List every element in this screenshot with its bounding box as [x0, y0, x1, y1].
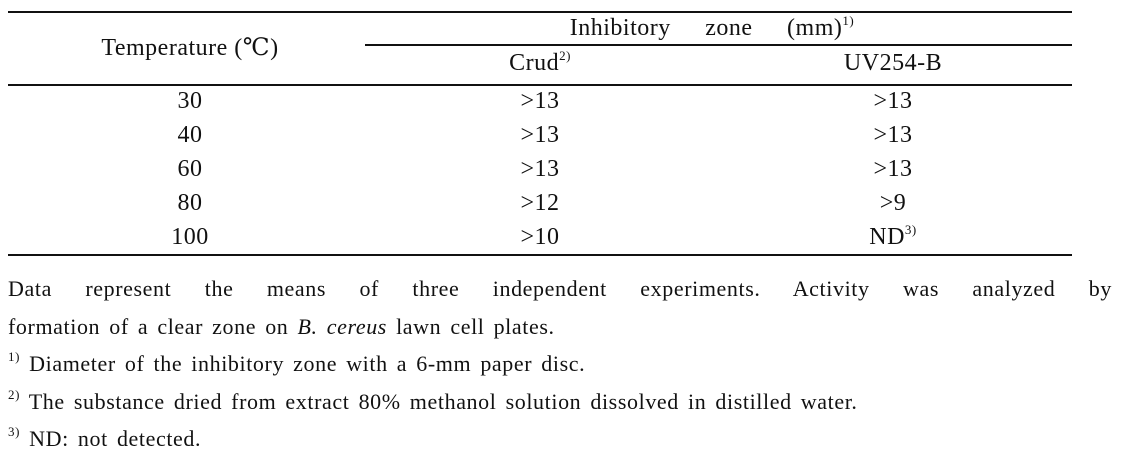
footnote-text: The substance dried from extract 80% met… — [28, 389, 858, 414]
group-rule — [365, 44, 1072, 46]
cell: >10 — [520, 224, 560, 250]
cell: 40 — [177, 122, 203, 148]
cell: >9 — [879, 190, 907, 216]
cell: >13 — [873, 88, 913, 114]
cell: 100 — [171, 224, 209, 250]
cell: 60 — [177, 156, 203, 182]
note-text: lawn cell plates. — [386, 314, 555, 339]
cell: >13 — [873, 122, 913, 148]
cell: >13 — [873, 156, 913, 182]
note-text: formation of a clear zone on — [8, 314, 298, 339]
header-crud: Crud2) — [509, 48, 571, 76]
header-temperature: Temperature (℃) — [101, 35, 279, 61]
footnote: 1) Diameter of the inhibitory zone with … — [8, 349, 586, 376]
note-marker: 2) — [559, 48, 571, 63]
col-text: Crud — [509, 50, 560, 76]
cell: 30 — [177, 88, 203, 114]
cell: >12 — [520, 190, 560, 216]
note-marker: 3) — [904, 222, 917, 237]
bottom-rule — [8, 254, 1072, 256]
note-line: formation of a clear zone on B. cereus l… — [8, 315, 555, 339]
cell: >13 — [520, 156, 560, 182]
footnote-text: Diameter of the inhibitory zone with a 6… — [29, 351, 586, 376]
cell: ND3) — [869, 222, 917, 250]
footnote-text: ND: not detected. — [29, 426, 202, 451]
note-marker: 1) — [842, 13, 855, 28]
species: B. cereus — [297, 314, 387, 339]
footnote: 2) The substance dried from extract 80% … — [8, 387, 858, 414]
cell-text: ND — [869, 224, 905, 250]
header-group: Inhibitory zone (mm)1) — [569, 13, 855, 41]
group-text: Inhibitory zone (mm) — [569, 15, 843, 41]
footnote-marker: 2) — [8, 387, 21, 402]
footnote: 3) ND: not detected. — [8, 424, 202, 451]
cell: >13 — [520, 88, 560, 114]
top-rule — [8, 11, 1072, 13]
footnote-marker: 1) — [8, 349, 21, 364]
header-uv: UV254-B — [843, 50, 943, 76]
cell: 80 — [177, 190, 203, 216]
note-line: Data represent the means of three indepe… — [8, 276, 1112, 301]
cell: >13 — [520, 122, 560, 148]
header-rule — [8, 84, 1072, 86]
footnote-marker: 3) — [8, 424, 21, 439]
